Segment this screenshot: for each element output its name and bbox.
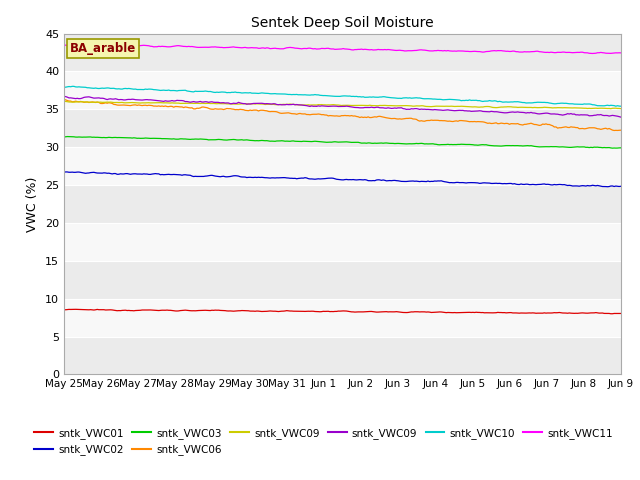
Bar (64, 34, 621, 72)
Bar (64, 185, 621, 223)
Bar (64, 72, 621, 109)
Legend: sntk_VWC01, sntk_VWC02, sntk_VWC03, sntk_VWC06, sntk_VWC09, sntk_VWC09, sntk_VWC: sntk_VWC01, sntk_VWC02, sntk_VWC03, sntk… (30, 424, 617, 459)
Bar (64, 223, 621, 261)
Bar (64, 109, 621, 147)
Bar (64, 261, 621, 299)
Bar (64, 336, 621, 374)
Bar (64, 147, 621, 185)
Bar (64, 299, 621, 336)
Text: BA_arable: BA_arable (70, 42, 136, 55)
Title: Sentek Deep Soil Moisture: Sentek Deep Soil Moisture (251, 16, 434, 30)
Y-axis label: VWC (%): VWC (%) (26, 176, 40, 232)
